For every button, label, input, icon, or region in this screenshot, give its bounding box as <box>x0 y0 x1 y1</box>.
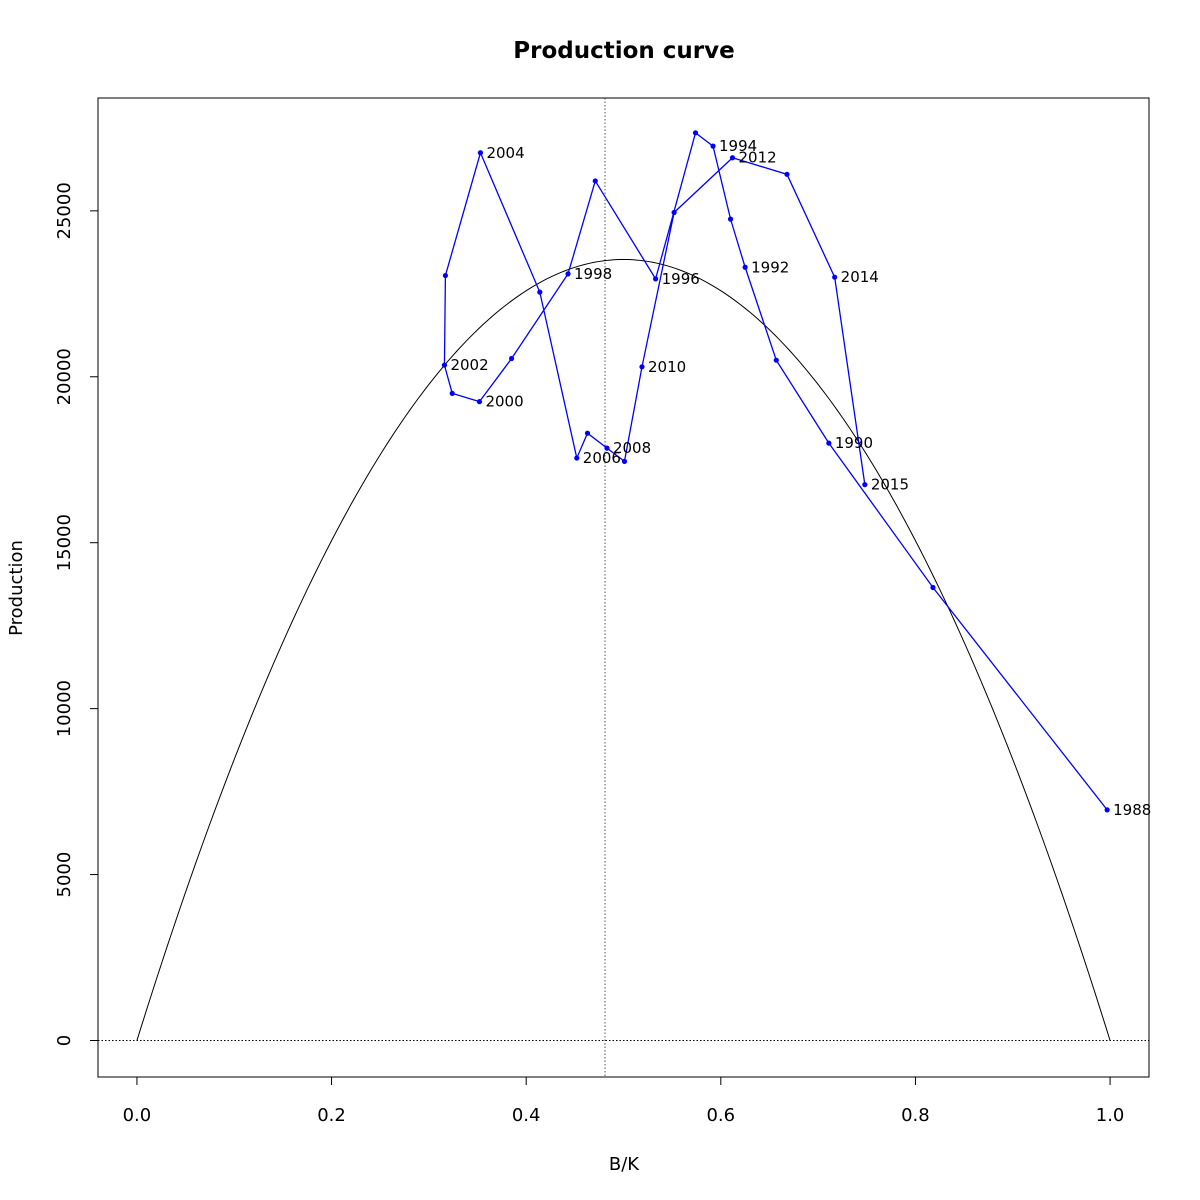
data-point-2011 <box>671 209 677 216</box>
year-label-1992: 1992 <box>751 258 789 276</box>
data-point-1997 <box>592 178 598 184</box>
y-axis-label: Production <box>6 540 27 636</box>
year-label-2012: 2012 <box>738 149 776 167</box>
y-tick-label: 0 <box>54 1035 75 1046</box>
year-label-2004: 2004 <box>486 144 524 162</box>
y-axis-ticks: 0 5000 10000 15000 20000 25000 <box>54 182 98 1046</box>
data-point-2008 <box>604 445 610 451</box>
x-axis-label: B/K <box>609 1154 640 1175</box>
data-point-1993 <box>727 216 734 222</box>
year-label-2014: 2014 <box>841 268 879 286</box>
y-tick-label: 25000 <box>54 182 75 239</box>
plot-frame <box>97 97 1150 1078</box>
y-tick-label: 20000 <box>54 348 75 405</box>
data-point-2014 <box>832 274 838 280</box>
year-label-1996: 1996 <box>662 270 700 288</box>
data-point-1990 <box>826 440 832 446</box>
x-tick-label: 0.6 <box>706 1105 735 1126</box>
data-point-2002 <box>441 362 448 368</box>
y-tick-label: 15000 <box>54 514 75 571</box>
data-point-2012 <box>729 155 736 161</box>
data-point-1998 <box>565 271 571 277</box>
data-point-1996 <box>653 276 659 282</box>
year-label-2008: 2008 <box>613 439 651 457</box>
data-point-2005 <box>537 289 543 295</box>
data-point-2009 <box>621 458 628 464</box>
data-point-1995 <box>692 130 699 136</box>
year-label-2000: 2000 <box>485 393 523 411</box>
year-label-1998: 1998 <box>574 265 612 283</box>
year-label-1990: 1990 <box>835 434 873 452</box>
data-point-2003 <box>442 272 449 279</box>
data-point-2007 <box>584 430 591 436</box>
data-point-2015 <box>862 482 868 488</box>
plot-area: 1988 1990 1992 1994 1996 1998 2000 2002 2004 2006… <box>98 98 1151 1077</box>
x-tick-label: 0.8 <box>901 1105 930 1126</box>
data-point-1988 <box>1104 807 1110 813</box>
data-point-2000 <box>476 399 483 405</box>
x-tick-label: 0.0 <box>123 1105 152 1126</box>
data-point-1991 <box>773 357 779 363</box>
observed-production-line <box>443 131 1108 811</box>
x-tick-label: 0.2 <box>317 1105 346 1126</box>
year-label-1994: 1994 <box>719 137 757 155</box>
y-tick-label: 10000 <box>54 680 75 737</box>
year-label-2002: 2002 <box>450 356 488 374</box>
data-point-2013 <box>784 171 790 177</box>
data-point-1989 <box>930 584 936 591</box>
x-tick-label: 0.4 <box>512 1105 541 1126</box>
x-tick-label: 1.0 <box>1096 1105 1125 1126</box>
data-point-2001 <box>449 390 455 396</box>
year-label-1988: 1988 <box>1113 801 1151 819</box>
year-label-2015: 2015 <box>871 476 909 494</box>
data-point-2010 <box>639 364 645 370</box>
data-point-1999 <box>508 355 515 362</box>
data-point-2004 <box>477 150 484 156</box>
data-point-2006 <box>574 455 580 461</box>
chart-title: Production curve <box>513 38 734 64</box>
data-point-1992 <box>742 264 748 270</box>
year-label-2006: 2006 <box>583 449 621 467</box>
year-label-2010: 2010 <box>648 358 686 376</box>
y-tick-label: 5000 <box>54 852 75 898</box>
x-axis-ticks: 0.0 0.2 0.4 0.6 0.8 1.0 <box>123 1077 1125 1126</box>
data-point-1994 <box>710 143 716 149</box>
